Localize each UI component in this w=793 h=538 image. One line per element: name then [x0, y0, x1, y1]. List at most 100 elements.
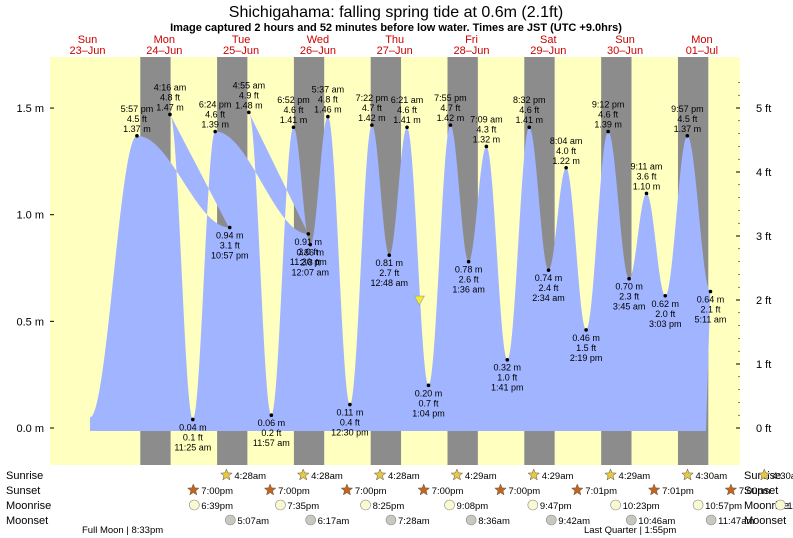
tide-point	[213, 129, 217, 134]
tide-time: 2:34 am	[532, 293, 565, 303]
tide-time: 7:55 pm	[434, 93, 467, 103]
day-date: 28–Jun	[453, 45, 489, 57]
tide-time: 6:21 am	[391, 95, 424, 105]
chart-title: Shichigahama: falling spring tide at 0.6…	[229, 4, 563, 21]
current-level-marker	[413, 295, 425, 306]
sunrise-time: 4:28am	[388, 471, 420, 482]
sunrise-time: 4:29am	[619, 471, 651, 482]
tide-time: 7:09 am	[470, 114, 503, 124]
tide-time: 8:32 pm	[513, 95, 546, 105]
tide-time: 5:37 am	[312, 85, 345, 95]
tide-ft: 0.2 ft	[261, 428, 282, 438]
row-label-left-moonset: Moonset	[6, 515, 48, 527]
tide-ft: 3.0 ft	[298, 247, 319, 257]
row-label-left-sunrise: Sunrise	[6, 470, 43, 482]
sunset-time: 7:00pm	[509, 486, 541, 497]
tide-time: 7:22 pm	[356, 93, 389, 103]
tide-m: 1.10 m	[633, 181, 661, 191]
tide-time: 9:57 pm	[671, 104, 704, 114]
tide-point	[546, 268, 551, 272]
tide-point	[269, 413, 274, 418]
tide-m: 0.06 m	[258, 418, 286, 428]
sunrise-time: 4:30am	[696, 471, 728, 482]
tide-time: 9:11 am	[631, 161, 663, 171]
moonset-icon	[705, 514, 717, 526]
moonset-icon	[385, 514, 397, 526]
day-name: Wed	[307, 34, 329, 46]
tide-m: 0.20 m	[415, 388, 443, 398]
sunset-icon	[570, 483, 584, 496]
moonset-icon	[225, 514, 236, 526]
day-date: 26–Jun	[300, 45, 336, 57]
tide-point	[627, 276, 631, 281]
tide-ft: 3.6 ft	[636, 171, 657, 181]
day-name: Sun	[615, 34, 635, 46]
moonset-time: 7:28am	[398, 516, 430, 527]
sunrise-icon	[681, 468, 694, 481]
tide-point	[308, 242, 313, 247]
moonrise-icon	[692, 499, 704, 511]
tide-time: 5:57 pm	[121, 104, 154, 114]
day-headers: Sun23–JunMon24–JunTue25–JunWed26–JunThu2…	[69, 34, 718, 57]
tide-time: 11:57 am	[253, 438, 290, 448]
sunrise-icon	[450, 468, 464, 481]
row-label-right-sunset: Sunset	[744, 485, 778, 497]
y-tick-label-ft: 0 ft	[756, 423, 771, 435]
tide-ft: 4.3 ft	[476, 124, 497, 134]
tide-point	[326, 114, 330, 119]
tide-m: 1.37 m	[123, 124, 151, 134]
moonset-time: 11:47am	[718, 516, 754, 527]
tide-time: 10:57 pm	[211, 250, 249, 260]
sunrise-icon	[296, 468, 310, 481]
moonrise-icon	[527, 499, 539, 511]
tide-ft: 4.6 ft	[283, 105, 304, 115]
sunset-time: 7:00pm	[278, 486, 310, 497]
tide-m: 1.41 m	[515, 115, 543, 125]
tide-ft: 3.1 ft	[220, 240, 241, 250]
y-tick-label-ft: 3 ft	[756, 231, 771, 243]
tide-m: 0.04 m	[179, 422, 207, 432]
astro-rows: SunriseSunriseSunsetSunsetMoonriseMoonri…	[6, 468, 793, 536]
tide-m: 1.32 m	[473, 134, 501, 144]
tide-m: 1.39 m	[594, 120, 622, 130]
sunrise-time: 4:29am	[542, 471, 574, 482]
tide-time: 3:03 pm	[649, 319, 682, 329]
tide-point	[370, 123, 374, 127]
row-label-left-moonrise: Moonrise	[6, 500, 51, 512]
tide-time: 1:04 pm	[412, 408, 445, 418]
tide-time: 11:25 am	[174, 442, 211, 452]
moonrise-time: 9:08pm	[457, 501, 489, 512]
tide-point	[191, 417, 195, 422]
day-date: 30–Jun	[607, 45, 643, 57]
moonset-icon	[305, 514, 316, 526]
sunset-time: 7:00pm	[432, 486, 464, 497]
tide-point	[505, 357, 510, 362]
day-name: Mon	[691, 34, 712, 46]
moonset-time: 6:17am	[318, 516, 350, 527]
tide-time: 9:12 pm	[592, 100, 625, 110]
tide-ft: 4.8 ft	[318, 95, 339, 105]
y-tick-label-ft: 5 ft	[756, 103, 771, 115]
tide-m: 0.81 m	[376, 258, 404, 268]
tide-ft: 2.6 ft	[459, 275, 480, 285]
sunset-icon	[340, 483, 354, 496]
tide-ft: 2.0 ft	[655, 309, 676, 319]
sunrise-icon	[527, 468, 541, 481]
moonset-icon	[545, 514, 557, 526]
moonrise-time: 8:25pm	[373, 501, 405, 512]
sunrise-icon	[757, 468, 771, 481]
row-label-left-sunset: Sunset	[6, 485, 40, 497]
sunrise-icon	[373, 468, 387, 481]
tide-ft: 4.9 ft	[239, 90, 260, 100]
moon-phase: Full Moon | 8:33pm	[82, 525, 163, 536]
tide-point	[348, 402, 352, 407]
row-label-right-moonset: Moonset	[744, 515, 786, 527]
tide-ft: 0.7 ft	[419, 398, 440, 408]
tide-ft: 2.7 ft	[379, 268, 400, 278]
tide-m: 1.39 m	[201, 120, 229, 130]
y-tick-label-m: 1.5 m	[16, 103, 44, 115]
day-name: Sun	[78, 34, 98, 46]
tide-curve	[90, 112, 711, 432]
tide-m: 1.41 m	[280, 115, 308, 125]
sunset-icon	[186, 483, 200, 496]
